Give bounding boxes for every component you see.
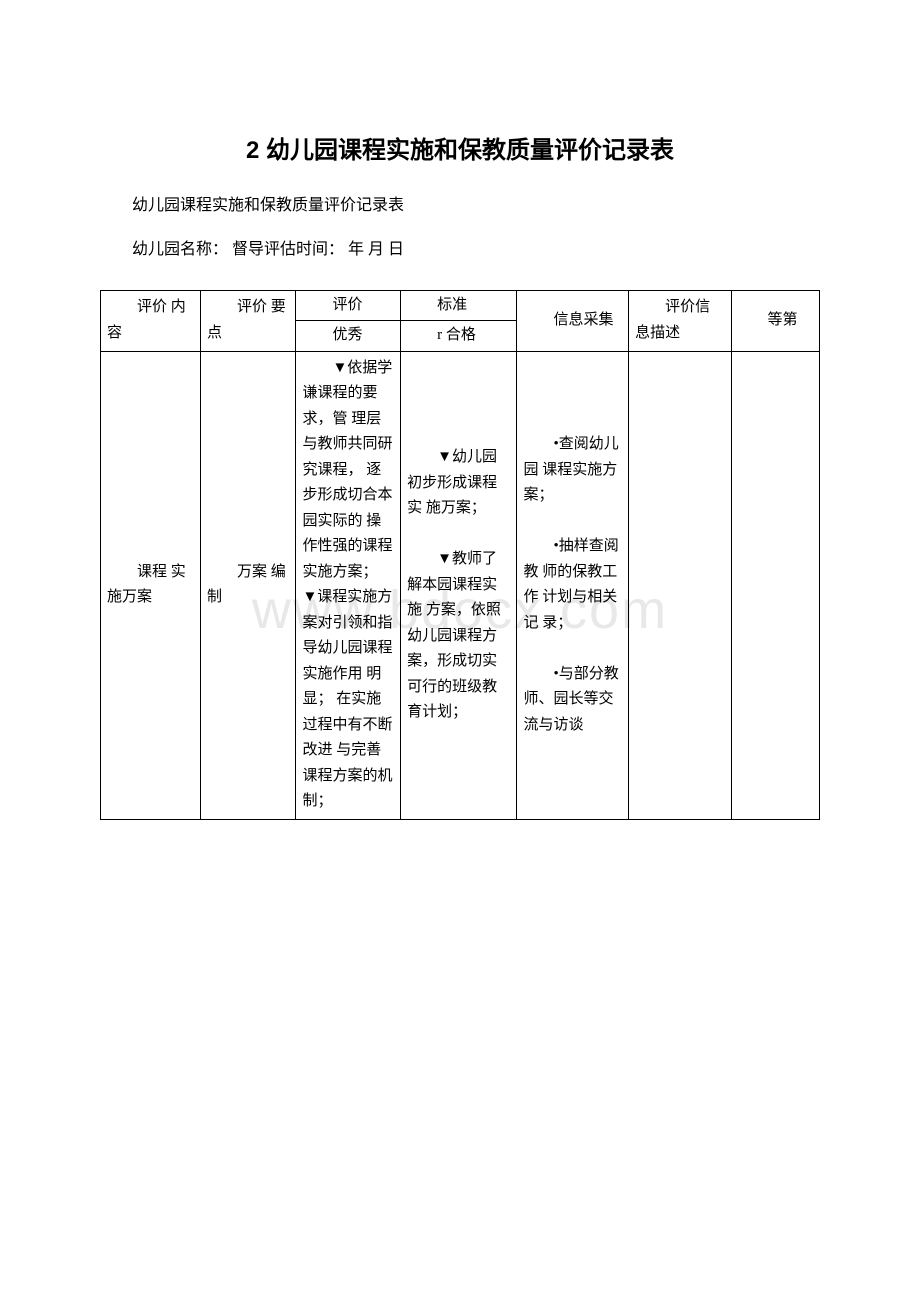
cell-points: 万案 编制 (201, 351, 296, 819)
th-standard: 标准 (401, 290, 517, 321)
th-collect: 信息采集 (517, 290, 629, 351)
th-qualified: r 合格 (401, 321, 517, 352)
cell-collect: •查阅幼儿园 课程实施方案； •抽样查阅教 师的保教工作 计划与相关记 录； •… (517, 351, 629, 819)
th-grade: 等第 (731, 290, 819, 351)
cell-qualified: ▼幼儿园初步形成课程实 施万案； ▼教师了解本园课程实施 方案，依照幼儿园课程方… (401, 351, 517, 819)
cell-content: 课程 实施万案 (101, 351, 201, 819)
cell-desc (629, 351, 731, 819)
page-title: 2 幼儿园课程实施和保教质量评价记录表 (100, 130, 820, 165)
th-excellent: 优秀 (296, 321, 401, 352)
th-desc: 评价信息描述 (629, 290, 731, 351)
th-points: 评价 要点 (201, 290, 296, 351)
th-eval: 评价 (296, 290, 401, 321)
cell-grade (731, 351, 819, 819)
subtitle: 幼儿园课程实施和保教质量评价记录表 (100, 191, 820, 221)
table-row: 课程 实施万案 万案 编制 ▼依据学谦课程的要求，管 理层与教师共同研究课程， … (101, 351, 820, 819)
evaluation-table: 评价 内容 评价 要点 评价 标准 信息采集 评价信息描述 等第 优秀 r 合格… (100, 290, 820, 820)
cell-excellent: ▼依据学谦课程的要求，管 理层与教师共同研究课程， 逐步形成切合本园实际的 操 … (296, 351, 401, 819)
th-content: 评价 内容 (101, 290, 201, 351)
table-header-row-1: 评价 内容 评价 要点 评价 标准 信息采集 评价信息描述 等第 (101, 290, 820, 321)
meta-line: 幼儿园名称： 督导评估时间： 年 月 日 (100, 235, 820, 265)
